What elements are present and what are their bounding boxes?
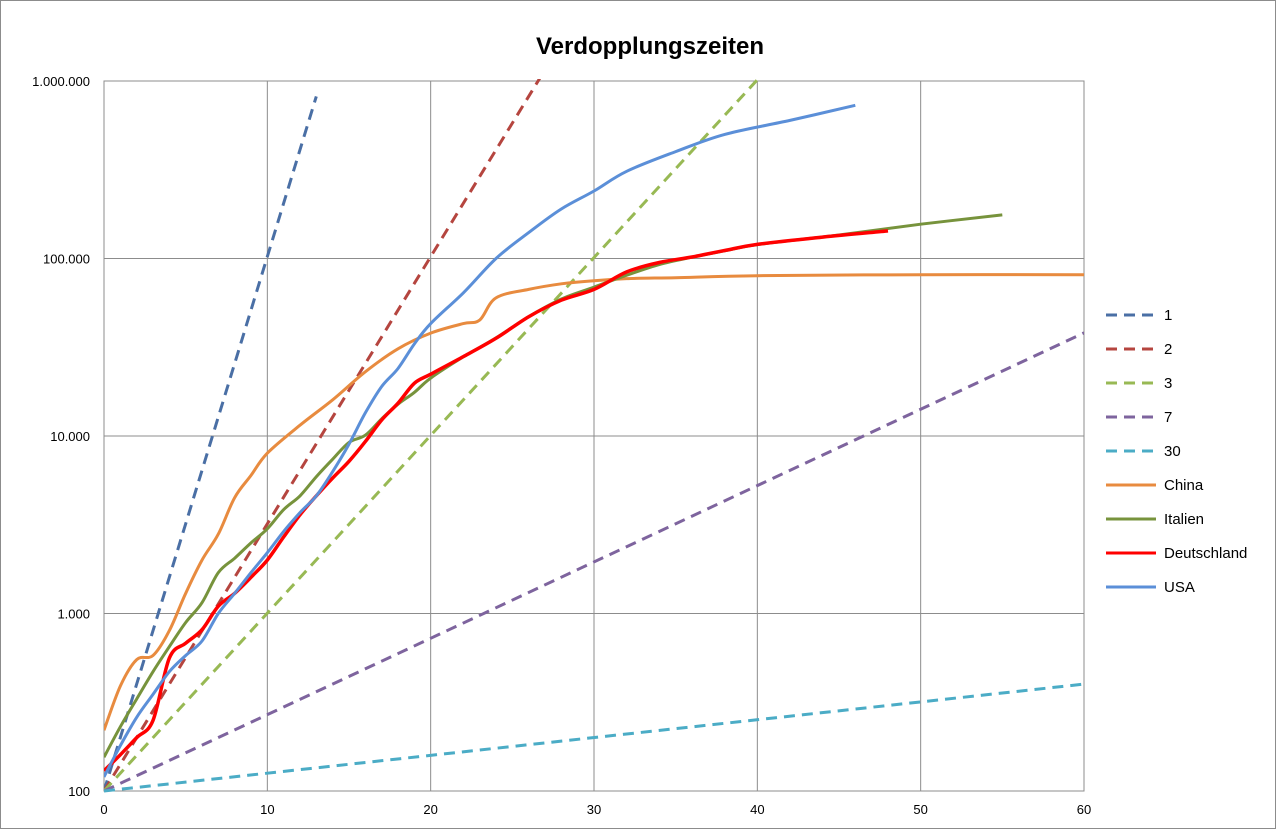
series-line-7 <box>104 331 1084 793</box>
legend-label-italien: Italien <box>1164 511 1204 528</box>
series-line-2 <box>104 79 542 792</box>
series-line-deutschland <box>104 229 889 773</box>
x-tick-label: 30 <box>587 802 601 817</box>
x-tick-label: 10 <box>260 802 274 817</box>
series-line-30 <box>104 682 1084 793</box>
legend-label-7: 7 <box>1164 409 1172 426</box>
y-tick-label: 100 <box>68 784 90 799</box>
legend-label-3: 3 <box>1164 375 1172 392</box>
legend-label-2: 2 <box>1164 341 1172 358</box>
y-tick-label: 100.000 <box>43 252 90 267</box>
x-tick-label: 60 <box>1077 802 1091 817</box>
legend-label-usa: USA <box>1164 579 1195 596</box>
x-tick-label: 0 <box>100 802 107 817</box>
y-tick-label: 1.000.000 <box>32 74 90 89</box>
x-tick-label: 40 <box>750 802 764 817</box>
y-tick-label: 10.000 <box>50 429 90 444</box>
legend: 1 2 3 7 30 China Italien Deutschland USA <box>1106 307 1247 596</box>
legend-label-1: 1 <box>1164 307 1172 324</box>
y-tick-label: 1.000 <box>57 607 90 622</box>
series-line-usa <box>104 103 856 778</box>
chart-title: Verdopplungszeiten <box>536 33 764 60</box>
legend-label-deutschland: Deutschland <box>1164 545 1247 562</box>
plot-area-border <box>103 80 1085 792</box>
x-tick-label: 20 <box>423 802 437 817</box>
series-lines <box>104 79 1084 793</box>
axis-tick-labels: 0 10 20 30 40 50 60 100 1.000 10.000 100.000 1.000.… <box>32 74 1091 817</box>
legend-label-china: China <box>1164 477 1204 494</box>
series-line-china <box>104 273 1084 731</box>
series-line-1 <box>104 95 318 792</box>
legend-label-30: 30 <box>1164 443 1181 460</box>
x-tick-label: 50 <box>913 802 927 817</box>
